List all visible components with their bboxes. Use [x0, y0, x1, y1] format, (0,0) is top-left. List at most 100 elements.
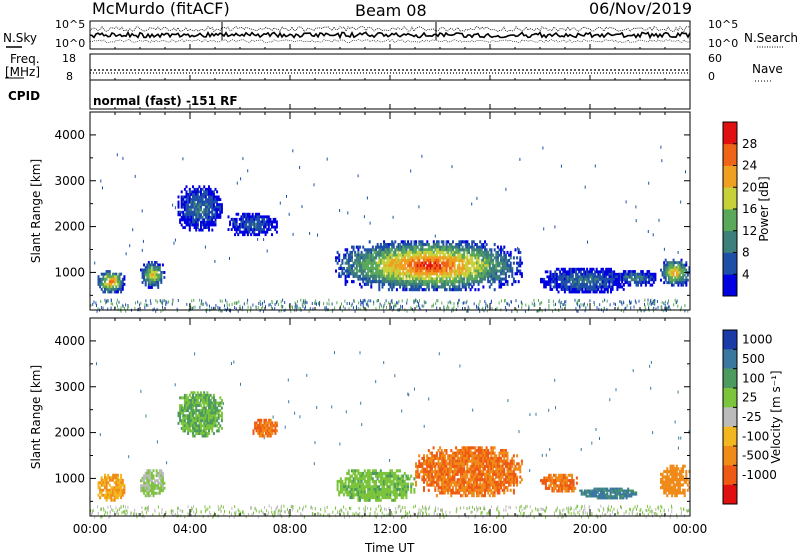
velocity-noise-cell [637, 505, 638, 508]
velocity-cell [208, 396, 210, 399]
power-noise-cell [506, 302, 507, 305]
power-cell [613, 270, 615, 273]
power-cell [337, 262, 339, 265]
power-cell [186, 190, 188, 193]
velocity-cell [179, 414, 181, 417]
velocity-noise-cell [463, 506, 464, 509]
velocity-cell [104, 474, 106, 477]
power-cell [157, 281, 159, 284]
power-noise-cell [295, 306, 296, 309]
velocity-noise-cell [423, 512, 424, 515]
power-cell [671, 276, 673, 279]
power-noise-cell [220, 307, 221, 310]
power-noise-cell [485, 302, 486, 305]
velocity-noise-cell [147, 508, 148, 511]
power-cell [422, 240, 424, 243]
power-cell [685, 281, 687, 284]
velocity-noise-cell [229, 511, 230, 514]
velocity-cell [102, 489, 104, 492]
velocity-noise-cell [367, 507, 368, 510]
power-speck [117, 153, 118, 156]
velocity-speck [157, 440, 158, 443]
velocity-cell [151, 472, 153, 475]
velocity-cell [107, 474, 109, 477]
velocity-speck [223, 402, 224, 405]
velocity-cell [197, 391, 199, 394]
power-cell [602, 268, 604, 271]
velocity-noise-cell [418, 512, 419, 515]
power-cell [418, 288, 420, 291]
velocity-noise-cell [477, 508, 478, 511]
velocity-noise-cell [519, 509, 520, 512]
power-speck [543, 227, 544, 230]
power-noise-cell [323, 302, 324, 305]
power-cell [120, 280, 122, 283]
power-cell [213, 190, 215, 193]
power-cell [239, 228, 241, 231]
velocity-noise-cell [581, 507, 582, 510]
power-noise-cell [281, 300, 282, 303]
power-cell [236, 231, 238, 234]
power-cell [648, 270, 650, 273]
velocity-cell [263, 435, 265, 438]
velocity-noise-cell [555, 509, 556, 512]
power-noise-cell [417, 300, 418, 303]
power-speck [370, 222, 371, 225]
power-speck [664, 248, 665, 251]
velocity-noise-cell [178, 507, 179, 510]
velocity-noise-cell [419, 508, 420, 511]
power-ytick-label: 4000 [54, 128, 85, 142]
power-noise-cell [419, 299, 420, 302]
velocity-noise-cell [442, 513, 443, 516]
velocity-noise-cell [648, 513, 649, 516]
power-cell [578, 291, 580, 294]
velocity-cell [184, 419, 186, 422]
power-cell [208, 185, 210, 188]
velocity-cell [194, 391, 196, 394]
power-noise-cell [305, 305, 306, 308]
power-cell [221, 203, 223, 206]
velocity-noise-cell [377, 513, 378, 516]
velocity-noise-cell [134, 509, 135, 512]
power-cell [234, 233, 236, 236]
velocity-cell [195, 412, 197, 415]
velocity-cell [215, 422, 217, 425]
power-noise-cell [516, 299, 517, 302]
power-noise-cell [525, 304, 526, 307]
power-noise-cell [119, 301, 120, 304]
velocity-cell [160, 469, 162, 472]
power-cell [218, 196, 220, 199]
velocity-cell [276, 422, 278, 425]
velocity-noise-cell [359, 507, 360, 510]
power-speck [237, 182, 238, 185]
power-noise-cell [433, 303, 434, 306]
power-cell [610, 268, 612, 271]
velocity-noise-cell [449, 511, 450, 514]
velocity-cell [184, 430, 186, 433]
power-noise-cell [630, 302, 631, 305]
power-cell [556, 288, 558, 291]
power-noise-cell [373, 303, 374, 306]
power-noise-cell [565, 300, 566, 303]
velocity-noise-cell [568, 506, 569, 509]
velocity-cell [265, 419, 267, 422]
power-cell [665, 279, 667, 282]
power-cell [276, 226, 278, 229]
power-noise-cell [178, 299, 179, 302]
velocity-cell [120, 479, 122, 482]
power-cell [159, 264, 161, 267]
power-noise-cell [466, 300, 467, 303]
velocity-noise-cell [608, 505, 609, 508]
velocity-noise-cell [347, 512, 348, 515]
velocity-cell [106, 484, 108, 487]
power-noise-cell [316, 303, 317, 306]
power-noise-cell [448, 306, 449, 309]
velocity-speck [472, 409, 473, 412]
power-cell [578, 280, 580, 283]
power-cell [237, 213, 239, 216]
power-noise-cell [560, 305, 561, 308]
power-cell [274, 218, 276, 221]
power-cell [213, 203, 215, 206]
power-cell [596, 268, 598, 271]
velocity-cell [120, 474, 122, 477]
